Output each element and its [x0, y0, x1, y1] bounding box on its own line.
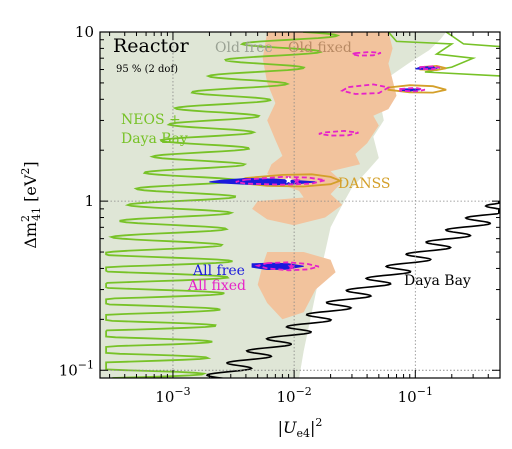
grid — [100, 32, 500, 378]
series-daya-bay — [206, 201, 500, 378]
annotations: Reactor 95 % (2 dof) Old free Old fixed … — [113, 35, 471, 294]
x-tick-label-2: 10−1 — [398, 385, 433, 406]
series-neos-island — [387, 32, 500, 77]
plot-area — [100, 32, 500, 378]
y-tick-label-0: 10−1 — [59, 358, 94, 379]
chart-title: Reactor — [113, 35, 190, 57]
label-neos-line-2: Daya Bay — [121, 131, 188, 147]
series-all-fixed-5 — [419, 65, 441, 71]
y-axis-title: Δm241 [eV2] — [19, 161, 43, 248]
series-all-fixed-6 — [399, 86, 426, 93]
x-axis-title: |Ue4|2 — [278, 416, 323, 440]
series-danss-1 — [387, 84, 447, 94]
best-fit-all_fixed-1 — [287, 262, 296, 270]
series-all-fixed-0 — [254, 261, 320, 272]
label-all-fixed: All fixed — [187, 278, 246, 294]
svg-text:|Ue4|2: |Ue4|2 — [278, 416, 323, 440]
chart-subtitle: 95 % (2 dof) — [116, 64, 178, 75]
label-old-fixed: Old fixed — [288, 40, 352, 56]
frame — [99, 31, 501, 379]
label-all-free: All free — [192, 263, 245, 279]
series-all-fixed-3 — [339, 83, 391, 95]
label-daya-bay: Daya Bay — [404, 273, 471, 289]
best-fit-all_free-0 — [284, 176, 293, 184]
x-tick-label-1: 10−2 — [276, 385, 311, 406]
label-old-free: Old free — [215, 40, 273, 56]
series-neos-daya-bay — [105, 32, 341, 378]
plot-frame — [99, 31, 501, 379]
y-tick-label-1: 1 — [84, 192, 94, 210]
ticks: 10−3 10−2 10−1 10−1 1 10 — [59, 23, 501, 406]
best-fit-all_fixed-2 — [292, 176, 301, 184]
y-tick-label-2: 10 — [75, 23, 94, 41]
svg-text:Δm241 [eV2]: Δm241 [eV2] — [19, 161, 43, 248]
series-all-fixed-4 — [348, 51, 382, 57]
label-neos-line-1: NEOS + — [121, 112, 181, 128]
x-tick-label-0: 10−3 — [155, 385, 190, 406]
series-all-fixed-2 — [318, 129, 359, 137]
label-danss: DANSS — [338, 176, 391, 192]
